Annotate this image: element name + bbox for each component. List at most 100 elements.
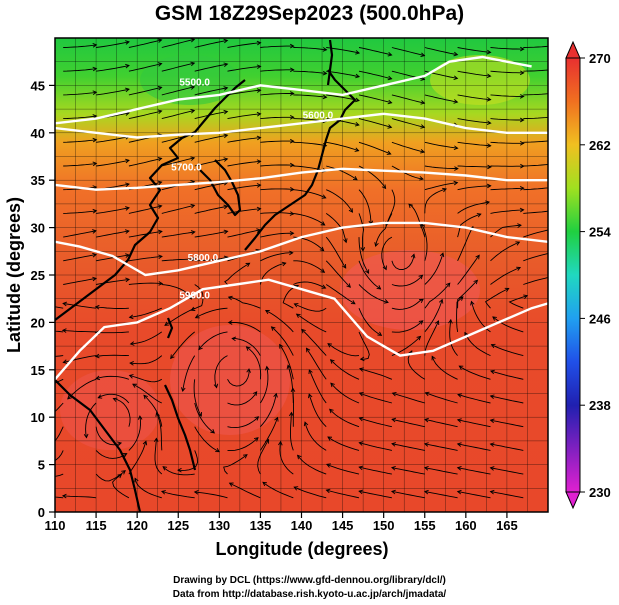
streamline (391, 254, 415, 270)
coastline-china-korea (55, 79, 246, 321)
streamline-arrowhead (486, 97, 492, 102)
streamline-arrowhead (61, 328, 67, 333)
streamline-arrowhead (181, 387, 186, 393)
streamline (523, 253, 548, 262)
streamline (63, 210, 97, 214)
streamline-arrowhead (454, 166, 459, 171)
streamline-arrowhead (456, 418, 462, 423)
streamline-arrowhead (157, 85, 163, 91)
streamline (260, 140, 294, 143)
streamline-arrowhead (142, 440, 148, 446)
streamline-arrowhead (329, 408, 334, 414)
streamline-arrowhead (519, 207, 525, 213)
streamline (457, 185, 491, 191)
streamline-arrowhead (278, 440, 283, 446)
streamline-arrowhead (486, 183, 492, 189)
streamline-arrowhead (515, 241, 521, 246)
streamline (358, 47, 392, 56)
streamline (294, 486, 327, 499)
streamline (128, 39, 162, 48)
streamline (306, 348, 327, 380)
streamline-arrowhead (457, 393, 463, 398)
streamline (358, 260, 381, 290)
streamline (407, 350, 426, 380)
streamline-arrowhead (386, 150, 392, 155)
lon-tick-label: 165 (496, 518, 518, 533)
streamline-arrowhead (228, 482, 234, 487)
streamline (227, 437, 259, 452)
streamline (214, 355, 228, 388)
streamline (194, 491, 228, 499)
streamline-arrowhead (223, 38, 229, 44)
streamline-arrowhead (358, 489, 364, 495)
streamline-arrowhead (553, 91, 557, 95)
streamline (508, 295, 528, 309)
streamline-arrowhead (92, 137, 98, 143)
streamline-arrowhead (552, 275, 556, 279)
streamline-arrowhead (419, 176, 424, 181)
streamline-arrowhead (365, 269, 370, 275)
streamline (457, 255, 480, 285)
contour-5900.0 (55, 278, 548, 381)
streamline (492, 316, 524, 333)
streamline-arrowhead (94, 353, 100, 359)
streamline (63, 254, 97, 262)
streamline-arrowhead (112, 397, 118, 402)
x-axis-label: Longitude (degrees) (215, 539, 388, 559)
streamline (294, 303, 327, 312)
streamline-arrowhead (289, 67, 295, 73)
streamline (260, 393, 277, 427)
streamline-arrowhead (295, 313, 301, 318)
streamline-arrowhead (30, 354, 34, 358)
streamline (227, 391, 258, 406)
streamline-arrowhead (264, 310, 270, 315)
lat-tick-label: 25 (31, 268, 45, 283)
streamline (457, 118, 491, 124)
streamline-arrowhead (439, 252, 445, 258)
streamline-arrowhead (350, 300, 356, 305)
colorbar-bottom-arrow (565, 491, 581, 510)
streamline (425, 392, 458, 404)
streamline (62, 329, 97, 333)
streamline (459, 365, 491, 380)
streamline-arrowhead (486, 49, 492, 55)
streamline (358, 189, 372, 225)
streamline-arrowhead (453, 51, 459, 57)
streamline-arrowhead (442, 187, 447, 193)
streamline (128, 63, 162, 72)
streamline (128, 110, 162, 120)
streamline (279, 441, 294, 475)
streamline (457, 94, 491, 101)
streamline (194, 134, 228, 143)
lat-tick-label: 0 (38, 505, 45, 520)
lat-tick-label: 5 (38, 458, 45, 473)
contour-label: 5800.0 (188, 253, 219, 264)
streamline (457, 226, 474, 261)
streamline (359, 368, 393, 380)
streamline (194, 402, 215, 434)
streamline-arrowhead (553, 185, 557, 189)
streamline (129, 307, 162, 318)
streamline-arrowhead (517, 223, 522, 228)
streamline-arrowhead (492, 316, 497, 321)
streamline-arrowhead (431, 355, 436, 361)
streamline-arrowhead (125, 182, 130, 187)
streamline-arrowhead (489, 489, 495, 495)
contour-5700.0 (55, 167, 548, 191)
streamline-arrowhead (523, 294, 529, 299)
streamline (260, 93, 294, 96)
streamline-arrowhead (125, 158, 130, 164)
streamline-arrowhead (489, 394, 495, 399)
streamline-arrowhead (489, 418, 495, 424)
colorbar-tick-label: 262 (589, 138, 611, 153)
streamline (391, 47, 425, 57)
streamline-arrowhead (553, 115, 557, 119)
streamline (96, 159, 130, 167)
lat-tick-label: 35 (31, 173, 45, 188)
streamline (55, 473, 64, 477)
streamline-arrowhead (322, 94, 328, 100)
streamline (260, 188, 294, 191)
streamline-arrowhead (94, 304, 100, 310)
lat-tick-label: 10 (31, 410, 45, 425)
